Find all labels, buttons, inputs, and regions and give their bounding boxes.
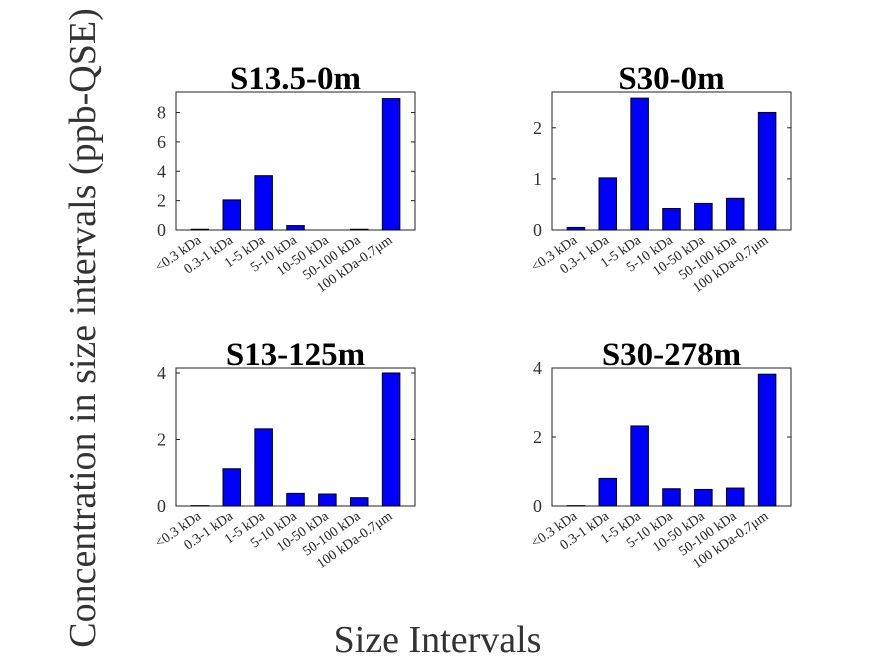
chart-title: S13-125m <box>226 337 365 373</box>
bar <box>255 176 273 230</box>
bar <box>191 229 209 230</box>
y-tick-label: 2 <box>533 118 542 138</box>
chart-title: S30-278m <box>602 337 741 373</box>
y-tick-label: 4 <box>157 161 166 181</box>
bar <box>695 203 713 230</box>
y-tick-label: 1 <box>533 169 542 189</box>
bar <box>695 489 713 506</box>
bar <box>350 498 368 506</box>
y-tick-label: 4 <box>157 363 166 383</box>
y-tick-label: 0 <box>157 496 166 516</box>
y-tick-label: 0 <box>533 496 542 516</box>
bar <box>726 488 744 506</box>
y-tick-label: 0 <box>533 220 542 240</box>
chart-title: S30-0m <box>618 61 724 97</box>
bar <box>663 209 681 230</box>
bar <box>599 478 617 506</box>
bar <box>382 99 400 230</box>
y-tick-label: 2 <box>157 191 166 211</box>
bar <box>631 426 649 506</box>
bar <box>758 112 776 230</box>
y-tick-label: 8 <box>157 103 166 123</box>
chart-title: S13.5-0m <box>230 61 361 97</box>
bar <box>663 489 681 506</box>
y-tick-label: 4 <box>533 358 542 378</box>
bar <box>382 373 400 506</box>
bar <box>255 429 273 506</box>
bar <box>758 374 776 506</box>
bar <box>287 226 305 230</box>
axes-box <box>176 92 415 230</box>
y-tick-label: 0 <box>157 220 166 240</box>
y-tick-label: 6 <box>157 132 166 152</box>
bar <box>319 494 337 506</box>
bar <box>223 469 241 506</box>
y-tick-label: 2 <box>157 429 166 449</box>
bar <box>223 200 241 230</box>
bar <box>631 98 649 230</box>
bar <box>726 198 744 230</box>
bar <box>567 227 585 230</box>
axes-box <box>552 368 791 506</box>
bar <box>599 178 617 230</box>
y-tick-label: 2 <box>533 427 542 447</box>
axes-box <box>176 368 415 506</box>
bar <box>350 229 368 230</box>
bar <box>287 493 305 506</box>
